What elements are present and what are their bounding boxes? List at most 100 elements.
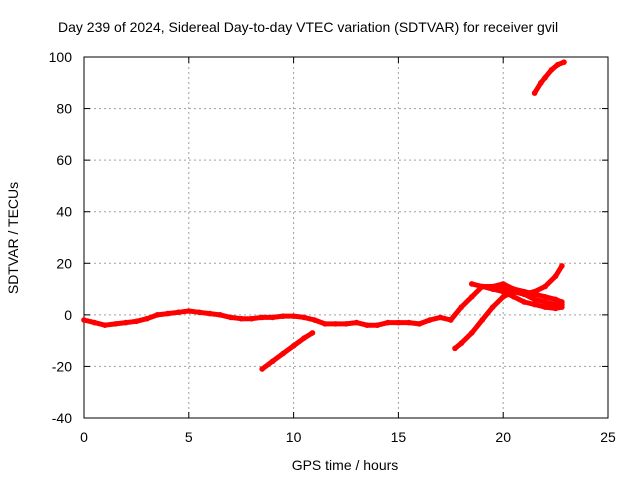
data-point: [406, 319, 412, 326]
data-point: [102, 322, 108, 328]
data-point: [452, 345, 458, 352]
y-tick-label: 80: [56, 101, 72, 117]
chart-title: Day 239 of 2024, Sidereal Day-to-day VTE…: [58, 19, 558, 35]
x-tick-label: 25: [600, 429, 616, 445]
data-point: [311, 317, 318, 323]
data-point: [269, 314, 276, 321]
data-point: [290, 313, 297, 319]
data-point: [175, 309, 182, 316]
axis-ticks: 0 5 10 15 20 25 -40 -20 0 20 40 60 80 100: [49, 49, 616, 445]
data-point: [500, 286, 507, 292]
data-point: [165, 310, 171, 317]
data-point: [489, 304, 496, 310]
y-tick-label: 20: [56, 255, 72, 271]
data-point: [552, 296, 559, 303]
data-point: [531, 288, 538, 295]
data-point: [217, 312, 224, 318]
data-point: [510, 294, 517, 300]
data-point: [133, 318, 140, 325]
data-point: [468, 294, 475, 300]
y-tick-label: 0: [64, 307, 72, 323]
y-tick-label: 60: [56, 152, 72, 168]
data-point: [500, 294, 507, 300]
data-point: [364, 322, 370, 328]
data-point: [510, 288, 517, 295]
data-point: [290, 343, 297, 349]
data-point: [269, 358, 276, 365]
data-point: [248, 315, 255, 322]
data-point: [301, 314, 307, 321]
data-point: [206, 310, 213, 317]
data-point: [385, 319, 391, 326]
data-point: [144, 315, 150, 322]
data-point: [322, 321, 328, 327]
data-point: [238, 315, 244, 322]
data-point: [123, 319, 129, 326]
y-axis-label: SDTVAR / TECUs: [5, 182, 21, 294]
series-line-5: [469, 263, 565, 297]
data-point: [280, 350, 286, 357]
data-point: [542, 294, 548, 300]
data-point: [112, 321, 119, 327]
data-point: [91, 319, 98, 326]
data-point: [542, 283, 548, 290]
data-point: [416, 321, 423, 327]
data-point: [280, 313, 286, 319]
x-tick-label: 20: [495, 429, 511, 445]
x-tick-label: 15: [391, 429, 407, 445]
data-point: [227, 314, 234, 321]
data-point: [154, 312, 161, 318]
y-tick-label: -20: [52, 358, 72, 374]
data-point: [196, 309, 203, 316]
data-point: [468, 330, 475, 336]
data-point: [374, 322, 381, 328]
data-point: [542, 299, 548, 305]
data-point: [458, 340, 465, 347]
data-point: [448, 317, 454, 323]
series-line-6: [532, 59, 567, 96]
data-point: [427, 317, 433, 323]
data-point: [542, 74, 548, 81]
data-point: [489, 286, 496, 292]
data-point: [538, 79, 544, 86]
data-point: [479, 283, 486, 290]
data-point: [548, 67, 555, 73]
data-point: [186, 308, 192, 314]
data-point: [259, 314, 265, 321]
data-point: [521, 291, 527, 298]
plot-frame: [83, 56, 609, 419]
data-point: [500, 281, 507, 287]
x-tick-label: 0: [80, 429, 88, 445]
data-point: [437, 314, 444, 321]
data-point: [259, 366, 265, 372]
data-point: [521, 299, 527, 305]
data-point: [353, 319, 360, 326]
y-tick-label: 100: [49, 49, 73, 65]
data-point: [559, 263, 565, 269]
y-tick-label: 40: [56, 204, 72, 220]
data-point: [531, 296, 538, 303]
data-point: [531, 90, 538, 96]
data-point: [561, 59, 567, 65]
data-point: [554, 61, 561, 68]
data-point: [479, 317, 486, 323]
data-point: [309, 330, 316, 336]
data-point: [552, 273, 559, 279]
data-point: [559, 304, 565, 310]
data-point: [458, 304, 465, 310]
data-point: [395, 319, 402, 326]
data-point: [343, 321, 349, 327]
data-point: [531, 301, 538, 308]
data-point: [81, 317, 87, 323]
data-series-layer: [81, 59, 567, 372]
data-point: [552, 305, 559, 312]
data-point: [542, 304, 548, 310]
x-tick-label: 10: [286, 429, 302, 445]
data-point: [301, 335, 307, 341]
x-axis-label: GPS time / hours: [292, 457, 399, 473]
y-tick-label: -40: [52, 410, 72, 426]
data-point: [332, 321, 339, 327]
grid-lines: [84, 57, 608, 418]
data-point: [468, 281, 475, 287]
